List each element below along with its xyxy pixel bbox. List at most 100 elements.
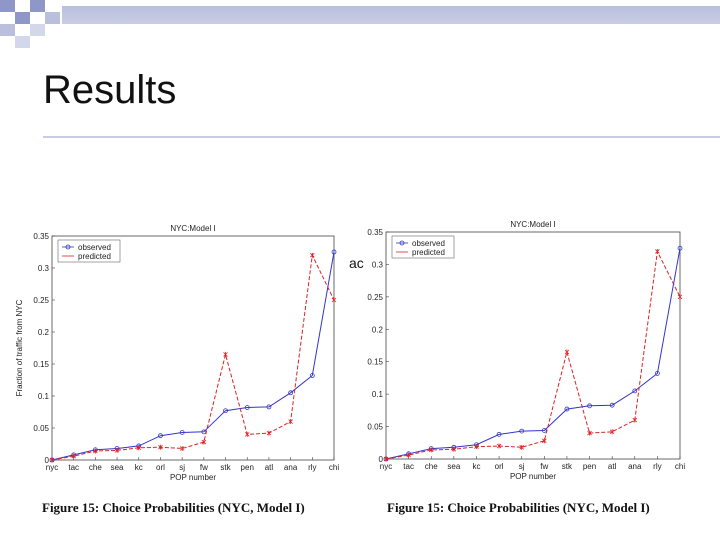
fig2-point-observed (632, 388, 638, 394)
fig1-x-tick-label: fw (200, 463, 208, 472)
fig1-y-tick-label: 0.1 (38, 392, 50, 401)
figure-2-caption: Figure 15: Choice Probabilities (NYC, Mo… (387, 500, 650, 515)
fig2-plot-frame (385, 231, 681, 460)
fig2-point-predicted (474, 444, 479, 450)
fig1-point-observed (158, 433, 163, 439)
fig1-point-predicted (331, 297, 337, 303)
fig2-point-predicted (428, 447, 434, 453)
overlap-text: ac (349, 255, 364, 271)
fig1-point-observed (223, 408, 228, 414)
fig2-series-line-observed (385, 248, 681, 460)
fig2-x-tick-label: pen (583, 462, 596, 471)
fig2-point-predicted (383, 456, 389, 462)
fig1-point-observed (179, 430, 185, 435)
fig2-point-observed (587, 403, 592, 409)
fig2-y-tick-label: 0.2 (372, 325, 384, 334)
fig1-point-predicted (310, 252, 315, 258)
fig2-x-tick-label: stk (562, 462, 573, 471)
fig2-legend-marker-observed (399, 240, 405, 246)
fig1-x-tick-label: tac (68, 463, 79, 472)
fig1-y-tick-label: 0.35 (33, 232, 49, 241)
fig1-point-predicted (201, 439, 207, 445)
title-divider (43, 136, 720, 138)
fig2-y-tick-label: 0.15 (367, 358, 383, 367)
fig1-series-line-observed (51, 251, 335, 461)
fig1-y-tick-label: 0.15 (33, 360, 49, 369)
fig1-plot-frame (51, 235, 335, 461)
fig2-x-tick-label: sea (447, 462, 460, 471)
fig1-y-tick-label: 0.2 (38, 328, 50, 337)
fig2-point-predicted (406, 452, 411, 458)
fig2-point-observed (519, 428, 525, 434)
fig2-point-predicted (542, 438, 547, 444)
fig2-chart-title: NYC:Model I (510, 220, 555, 229)
fig1-point-observed (331, 249, 337, 255)
fig1-legend-marker-observed (65, 244, 71, 250)
fig1-point-observed (288, 390, 294, 396)
fig1-y-tick-label: 0.3 (38, 264, 50, 273)
fig1-point-predicted (179, 445, 185, 451)
fig2-x-tick-label: tac (403, 462, 414, 471)
fig1-x-axis-label: POP number (170, 473, 216, 482)
fig1-x-tick-label: pen (241, 463, 254, 472)
fig2-x-tick-label: chi (675, 462, 685, 471)
fig2-x-tick-label: ana (628, 462, 642, 471)
fig1-point-predicted (136, 445, 142, 451)
fig1-point-observed (309, 373, 315, 378)
fig1-x-tick-label: chi (329, 463, 339, 472)
fig1-y-tick-label: 0.25 (33, 296, 49, 305)
fig2-y-tick-label: 0 (379, 455, 384, 464)
figure-1-caption: Figure 15: Choice Probabilities (NYC, Mo… (42, 500, 305, 515)
fig2-point-predicted (496, 443, 502, 449)
fig1-legend-box (57, 239, 121, 263)
checker-decoration (0, 0, 60, 48)
fig1-x-tick-label: orl (156, 463, 165, 472)
fig2-point-predicted (677, 294, 683, 300)
fig2-y-tick-label: 0.25 (367, 293, 383, 302)
fig2-point-predicted (451, 446, 457, 452)
fig2-legend-box (391, 235, 455, 259)
fig2-x-tick-label: orl (495, 462, 504, 471)
fig2-point-predicted (587, 430, 592, 436)
fig2-x-axis-label: POP number (510, 472, 556, 481)
fig1-point-predicted (244, 431, 250, 437)
fig2-point-observed (496, 431, 502, 437)
fig1-legend-label-predicted: predicted (78, 252, 111, 261)
chart-figure-2: NYC:Model I 0 0.05 0.1 0.15 0.2 0.25 0.3 0.35 nyc… (367, 220, 685, 481)
fig2-point-observed (654, 370, 660, 376)
fig2-y-tick-label: 0.1 (372, 390, 384, 399)
fig1-series-line-predicted (51, 253, 335, 461)
fig1-point-predicted (114, 447, 120, 453)
fig1-x-tick-label: rly (308, 463, 316, 472)
fig1-point-observed (244, 405, 250, 410)
fig2-y-tick-label: 0.35 (367, 228, 383, 237)
fig2-legend-label-observed: observed (412, 239, 445, 248)
fig2-point-predicted (655, 248, 660, 254)
fig1-point-observed (266, 404, 272, 410)
header-bar (62, 6, 720, 24)
fig1-x-tick-label: nyc (46, 463, 58, 472)
fig2-point-observed (609, 402, 615, 408)
fig1-point-predicted (49, 457, 55, 463)
fig2-y-tick-label: 0.3 (372, 260, 384, 269)
fig2-point-observed (564, 406, 570, 412)
fig1-point-predicted (288, 419, 293, 425)
fig2-point-predicted (519, 444, 524, 450)
fig1-x-tick-label: sj (179, 463, 185, 472)
fig2-x-tick-label: rly (653, 462, 661, 471)
fig2-point-observed (541, 428, 547, 433)
fig2-x-tick-label: che (425, 462, 438, 471)
fig2-point-predicted (609, 429, 615, 435)
chart-figure-1: NYC:Model I 0 0.05 0.1 0.15 0.2 0.25 0.3 0.35 nyc… (15, 224, 339, 482)
fig1-y-tick-label: 0 (45, 456, 50, 465)
fig1-x-tick-label: atl (265, 463, 274, 472)
fig1-x-tick-label: sea (111, 463, 124, 472)
fig1-point-predicted (158, 444, 163, 450)
fig1-point-predicted (71, 453, 76, 459)
fig2-point-observed (677, 245, 683, 251)
slide-title: Results (43, 68, 177, 112)
fig2-series-line-predicted (385, 249, 681, 460)
fig1-legend-label-observed: observed (78, 243, 111, 252)
fig1-point-predicted (93, 448, 98, 454)
fig1-x-tick-label: che (89, 463, 102, 472)
